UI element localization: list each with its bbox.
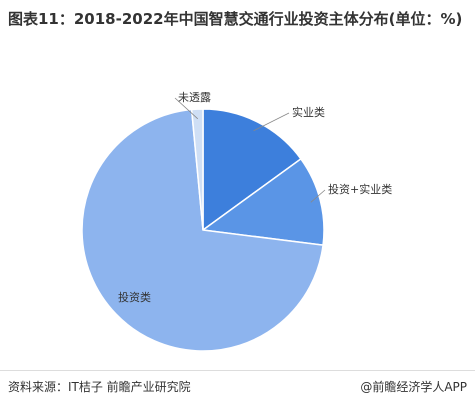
leader-line bbox=[310, 189, 326, 203]
slice-label: 投资+实业类 bbox=[328, 182, 392, 196]
slice-label: 实业类 bbox=[292, 105, 325, 119]
slice-label: 投资类 bbox=[118, 290, 151, 304]
pie-slice bbox=[190, 108, 204, 231]
chart-title: 图表11：2018-2022年中国智慧交通行业投资主体分布(单位：%) bbox=[8, 10, 463, 28]
pie-slice bbox=[81, 108, 324, 352]
divider bbox=[0, 370, 475, 371]
brand: @前瞻经济学人APP bbox=[360, 380, 467, 394]
pie-slice bbox=[201, 157, 325, 247]
slice-label: 未透露 bbox=[178, 91, 211, 104]
leader-line bbox=[253, 112, 290, 132]
source: 资料来源：IT桔子 前瞻产业研究院 bbox=[8, 380, 191, 394]
pie-slice bbox=[202, 108, 302, 232]
leader-line bbox=[174, 97, 199, 120]
